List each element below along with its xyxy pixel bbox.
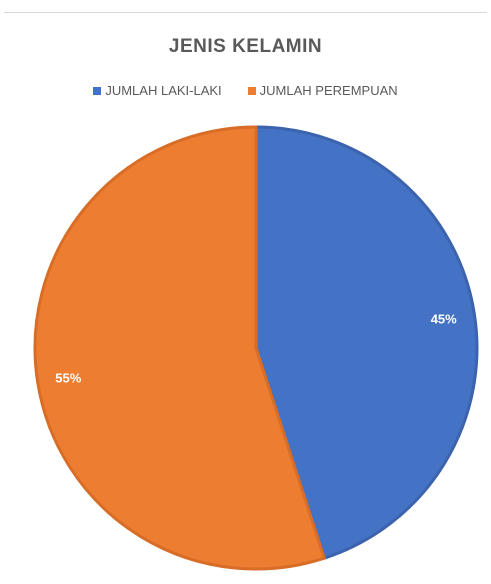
top-divider bbox=[4, 12, 487, 13]
legend-swatch-laki-laki bbox=[93, 86, 102, 95]
legend: JUMLAH LAKI-LAKI JUMLAH PEREMPUAN bbox=[0, 83, 491, 98]
chart-title: JENIS KELAMIN bbox=[168, 36, 323, 57]
legend-item-laki-laki: JUMLAH LAKI-LAKI bbox=[93, 83, 222, 98]
pie-slice-perempuan bbox=[33, 125, 326, 571]
legend-item-perempuan: JUMLAH PEREMPUAN bbox=[247, 83, 398, 98]
legend-label-perempuan: JUMLAH PEREMPUAN bbox=[259, 83, 398, 98]
legend-label-laki-laki: JUMLAH LAKI-LAKI bbox=[105, 83, 222, 98]
pie-slice-laki-laki bbox=[254, 125, 479, 560]
data-label-laki-laki: 45% bbox=[431, 311, 457, 326]
legend-swatch-perempuan bbox=[247, 86, 256, 95]
data-label-perempuan: 55% bbox=[55, 371, 81, 386]
